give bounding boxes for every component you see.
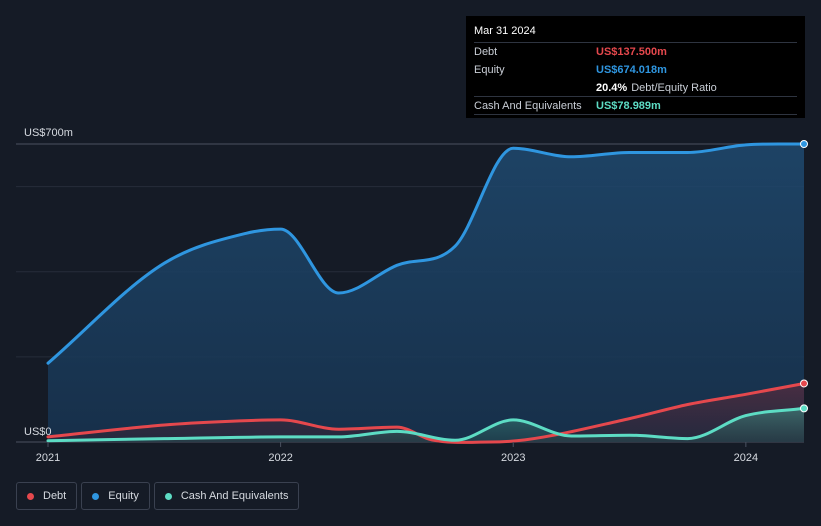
- legend-item-debt[interactable]: Debt: [16, 482, 78, 510]
- debt-end-marker: [800, 379, 808, 388]
- equity-area: [48, 144, 804, 442]
- tooltip-value: US$137.500m: [596, 45, 667, 58]
- tooltip-panel: Mar 31 2024 Debt US$137.500m Equity US$6…: [466, 16, 805, 118]
- x-tick-label: 2022: [268, 452, 292, 464]
- tooltip-value: US$674.018m: [596, 63, 667, 76]
- tooltip-row-equity: Equity US$674.018m: [474, 60, 797, 78]
- cash-and-equivalents-end-marker: [800, 404, 808, 413]
- x-tick-label: 2024: [734, 452, 758, 464]
- legend-dot: [164, 492, 172, 500]
- equity-line: [46, 142, 806, 365]
- tooltip-sub: Debt/Equity Ratio: [631, 81, 717, 94]
- cash-and-equivalents-line: [46, 406, 806, 443]
- legend-label: Cash And Equivalents: [180, 490, 289, 502]
- tooltip-label: Debt: [474, 45, 498, 58]
- legend-label: Debt: [43, 490, 67, 502]
- x-tick-label: 2023: [501, 452, 525, 464]
- legend: Debt Equity Cash And Equivalents: [16, 482, 303, 510]
- equity-end-marker: [800, 140, 808, 148]
- cash-and-equivalents-area: [48, 408, 804, 442]
- tooltip-label: Cash And Equivalents: [474, 99, 582, 112]
- debt-area: [48, 383, 804, 443]
- legend-item-equity[interactable]: Equity: [81, 482, 150, 510]
- legend-dot: [27, 492, 34, 500]
- tooltip-row-debt: Debt US$137.500m: [474, 42, 797, 60]
- legend-label: Equity: [108, 490, 139, 502]
- x-tick-label: 2021: [36, 452, 60, 464]
- tooltip-row-cash: Cash And Equivalents US$78.989m: [474, 96, 797, 115]
- legend-dot: [92, 492, 100, 500]
- tooltip-row-ratio: 20.4% Debt/Equity Ratio: [474, 78, 797, 96]
- tooltip-value: US$78.989m: [596, 99, 661, 112]
- tooltip-value: 20.4%: [596, 81, 628, 94]
- legend-item-cash[interactable]: Cash And Equivalents: [153, 482, 300, 510]
- y-axis-bottom-label: US$0: [24, 426, 52, 438]
- debt-line: [46, 382, 806, 444]
- y-axis-top-label: US$700m: [24, 127, 73, 139]
- tooltip-date: Mar 31 2024: [474, 25, 536, 37]
- tooltip-label: Equity: [474, 63, 505, 76]
